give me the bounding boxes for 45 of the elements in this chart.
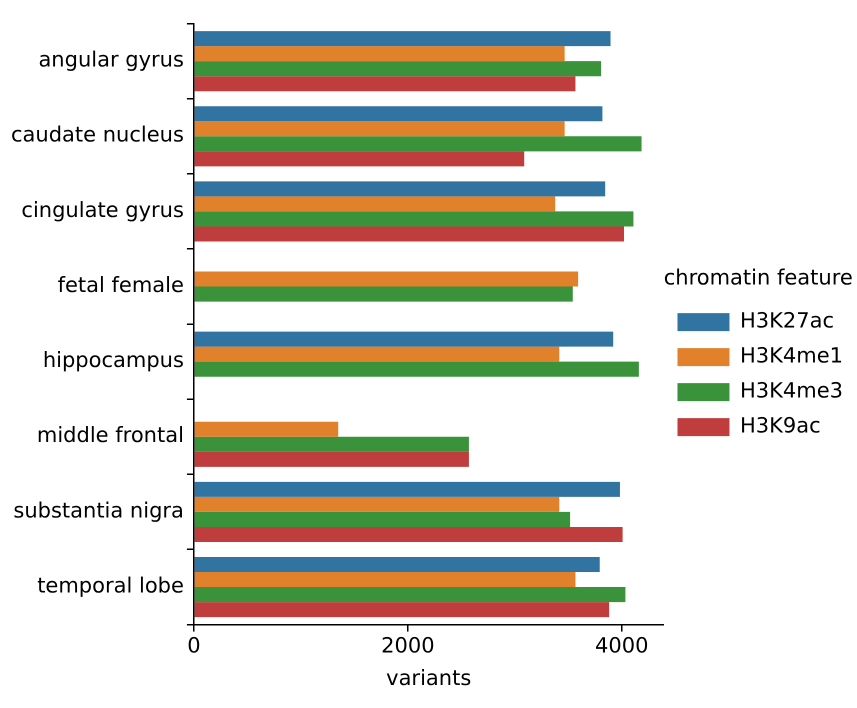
bar (194, 196, 556, 212)
y-tick-label: caudate nucleus (11, 122, 184, 147)
legend-label: H3K27ac (740, 308, 834, 333)
y-tick-label: fetal female (58, 272, 184, 297)
bar (194, 512, 570, 527)
bar (194, 136, 642, 152)
bar (194, 436, 469, 452)
bar (194, 106, 602, 122)
bar (194, 31, 611, 46)
bar (194, 482, 620, 497)
bar (194, 272, 578, 287)
bar (194, 211, 634, 226)
bar (194, 422, 338, 437)
bar (194, 496, 560, 512)
bar (194, 346, 560, 362)
legend-title: chromatin feature (664, 265, 853, 290)
bar (194, 46, 565, 62)
bar (194, 556, 600, 572)
bar (194, 181, 606, 196)
x-tick-label: 0 (187, 634, 201, 658)
x-axis-title: variants (386, 666, 472, 690)
legend-label: H3K4me3 (740, 378, 844, 403)
bar (194, 587, 626, 602)
bar (194, 332, 614, 347)
y-tick-label: temporal lobe (37, 573, 184, 598)
legend-label: H3K4me1 (740, 344, 844, 368)
bar (194, 572, 576, 588)
bar (194, 602, 610, 618)
bar (194, 452, 469, 467)
bar (194, 151, 524, 166)
bar (194, 362, 639, 377)
y-tick-label: substantia nigra (13, 498, 184, 522)
bar (194, 76, 576, 92)
y-tick-label: angular gyrus (38, 48, 184, 72)
y-tick-label: cingulate gyrus (21, 198, 184, 222)
y-tick-label: hippocampus (42, 348, 184, 372)
bar (194, 526, 623, 542)
legend-label: H3K9ac (740, 414, 821, 438)
bar (194, 286, 573, 302)
x-tick-label: 4000 (595, 634, 648, 658)
bar (194, 121, 565, 136)
y-tick-label: middle frontal (36, 423, 184, 448)
bar (194, 61, 602, 76)
x-tick-label: 2000 (381, 634, 435, 658)
bar (194, 226, 624, 242)
